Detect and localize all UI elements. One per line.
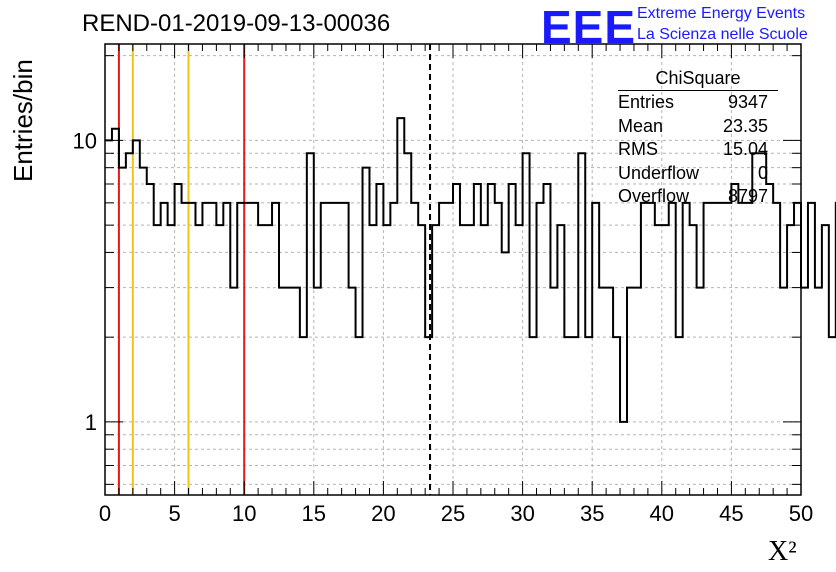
eee-logo: EEE [541, 1, 637, 53]
x-tick-label: 40 [650, 501, 674, 526]
axes: 0 5 10 15 20 25 30 35 40 45 50 1 10 [73, 43, 813, 526]
stats-row-underflow: Underflow 0 [612, 162, 778, 186]
stats-key: Entries [618, 92, 675, 112]
y-tick-label: 1 [85, 410, 97, 435]
logo-line-1: Extreme Energy Events [637, 5, 806, 22]
x-tick-label: 15 [302, 501, 326, 526]
x-tick-label: 25 [441, 501, 465, 526]
stats-row-overflow: Overflow 8797 [612, 185, 778, 209]
stats-row-mean: Mean 23.35 [612, 115, 778, 139]
x-tick-label: 0 [99, 501, 111, 526]
x-tick-label: 30 [510, 501, 534, 526]
chart-title: REND-01-2019-09-13-00036 [82, 10, 391, 37]
stats-value: 23.35 [722, 115, 768, 136]
stats-box: ChiSquare Entries 9347 Mean 23.35 RMS 15… [612, 66, 778, 209]
stats-key: RMS [618, 139, 658, 159]
stats-value: 15.04 [722, 139, 768, 159]
stats-key: Mean [618, 115, 664, 136]
stats-key: Overflow [618, 186, 690, 206]
y-tick-label: 10 [73, 128, 97, 153]
logo-line-2: La Scienza nelle Scuole [637, 26, 808, 43]
marker-lines [117, 44, 432, 495]
stats-row-rms: RMS 15.04 [612, 138, 778, 162]
x-tick-label: 35 [580, 501, 604, 526]
x-axis-label: X² [768, 536, 797, 567]
stats-value: 0 [757, 162, 768, 183]
stats-key: Underflow [618, 162, 700, 183]
stats-value: 9347 [727, 92, 768, 112]
x-tick-label: 10 [232, 501, 256, 526]
x-tick-label: 20 [371, 501, 395, 526]
stats-row-entries: Entries 9347 [612, 91, 778, 115]
x-tick-label: 50 [789, 501, 813, 526]
x-tick-label: 45 [719, 501, 743, 526]
y-axis-label: Entries/bin [8, 59, 38, 182]
x-tick-label: 5 [168, 501, 180, 526]
stats-value: 8797 [727, 186, 768, 206]
stats-title: ChiSquare [618, 66, 778, 91]
